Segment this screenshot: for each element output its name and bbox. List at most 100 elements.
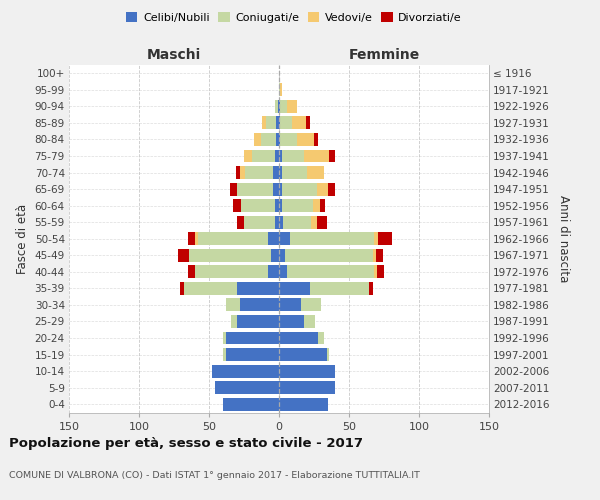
Bar	[268, 232, 279, 245]
Bar	[261, 133, 276, 146]
Bar	[326, 348, 329, 361]
Bar	[313, 199, 320, 212]
Bar	[284, 249, 373, 262]
Bar	[283, 216, 311, 228]
Bar	[279, 398, 328, 410]
Bar	[276, 116, 279, 130]
Bar	[279, 348, 326, 361]
Bar	[274, 182, 279, 196]
Bar	[275, 100, 278, 113]
Bar	[230, 182, 237, 196]
Bar	[254, 133, 261, 146]
Bar	[314, 133, 318, 146]
Bar	[376, 249, 383, 262]
Bar	[290, 232, 374, 245]
Bar	[280, 133, 297, 146]
Bar	[292, 116, 305, 130]
Bar	[279, 116, 280, 130]
Bar	[279, 364, 335, 378]
Bar	[178, 249, 190, 262]
Text: Maschi: Maschi	[147, 48, 201, 62]
Bar	[311, 216, 317, 228]
Bar	[188, 266, 195, 278]
Bar	[374, 266, 377, 278]
Bar	[279, 266, 287, 278]
Bar	[198, 232, 268, 245]
Bar	[317, 182, 328, 196]
Bar	[279, 100, 280, 113]
Bar	[328, 182, 335, 196]
Bar	[240, 298, 279, 312]
Bar	[262, 116, 266, 130]
Bar	[374, 232, 379, 245]
Bar	[287, 266, 374, 278]
Bar	[377, 266, 384, 278]
Y-axis label: Anni di nascita: Anni di nascita	[557, 195, 570, 282]
Bar	[317, 216, 326, 228]
Bar	[215, 381, 279, 394]
Bar	[373, 249, 376, 262]
Bar	[253, 150, 275, 162]
Bar	[279, 216, 283, 228]
Bar	[237, 216, 244, 228]
Bar	[226, 298, 240, 312]
Bar	[195, 232, 198, 245]
Bar	[237, 282, 279, 295]
Bar	[305, 116, 310, 130]
Bar	[278, 100, 279, 113]
Bar	[287, 100, 297, 113]
Bar	[282, 150, 304, 162]
Bar	[245, 166, 274, 179]
Bar	[304, 315, 316, 328]
Bar	[274, 166, 279, 179]
Bar	[279, 332, 318, 344]
Bar	[279, 282, 310, 295]
Bar	[307, 166, 324, 179]
Bar	[244, 150, 253, 162]
Bar	[279, 84, 280, 96]
Bar	[279, 298, 301, 312]
Bar	[280, 100, 287, 113]
Bar	[212, 364, 279, 378]
Bar	[279, 133, 280, 146]
Bar	[223, 348, 226, 361]
Bar	[279, 249, 284, 262]
Bar	[188, 232, 195, 245]
Bar	[195, 266, 268, 278]
Bar	[184, 282, 237, 295]
Bar	[280, 116, 292, 130]
Bar	[320, 199, 325, 212]
Bar	[282, 199, 313, 212]
Bar	[279, 381, 335, 394]
Bar	[266, 116, 276, 130]
Bar	[179, 282, 184, 295]
Text: COMUNE DI VALBRONA (CO) - Dati ISTAT 1° gennaio 2017 - Elaborazione TUTTITALIA.I: COMUNE DI VALBRONA (CO) - Dati ISTAT 1° …	[9, 471, 420, 480]
Text: Femmine: Femmine	[349, 48, 419, 62]
Bar	[232, 315, 237, 328]
Bar	[297, 133, 314, 146]
Bar	[282, 182, 317, 196]
Bar	[237, 182, 274, 196]
Legend: Celibi/Nubili, Coniugati/e, Vedovi/e, Divorziati/e: Celibi/Nubili, Coniugati/e, Vedovi/e, Di…	[122, 8, 466, 28]
Bar	[279, 166, 282, 179]
Text: Popolazione per età, sesso e stato civile - 2017: Popolazione per età, sesso e stato civil…	[9, 438, 363, 450]
Bar	[223, 398, 279, 410]
Bar	[233, 199, 241, 212]
Bar	[301, 298, 321, 312]
Bar	[271, 249, 279, 262]
Bar	[368, 282, 373, 295]
Bar	[310, 282, 368, 295]
Bar	[279, 150, 282, 162]
Bar	[279, 315, 304, 328]
Bar	[279, 182, 282, 196]
Bar	[282, 166, 307, 179]
Bar	[223, 332, 226, 344]
Bar	[275, 150, 279, 162]
Bar	[268, 266, 279, 278]
Bar	[304, 150, 329, 162]
Y-axis label: Fasce di età: Fasce di età	[16, 204, 29, 274]
Bar	[276, 133, 279, 146]
Bar	[244, 216, 275, 228]
Bar	[379, 232, 392, 245]
Bar	[237, 315, 279, 328]
